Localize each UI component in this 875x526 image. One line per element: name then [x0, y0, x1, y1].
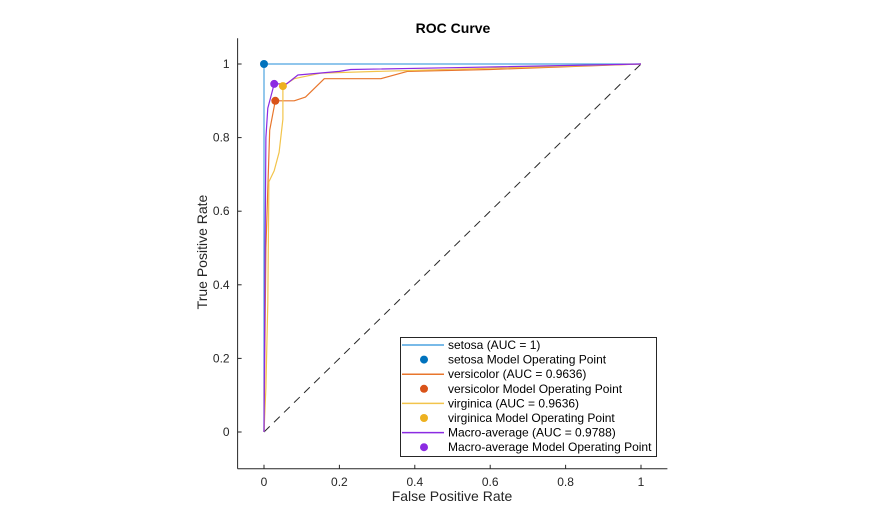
x-ticks: 0 0.2 0.4 0.6 0.8 1	[261, 464, 645, 489]
setosa-operating-point-legend-label: setosa Model Operating Point	[448, 353, 607, 367]
macro-average-legend-marker	[420, 443, 428, 452]
y-ticks: 0 0.2 0.4 0.6 0.8 1	[213, 57, 242, 439]
versicolor-operating-point-legend-label: versicolor Model Operating Point	[448, 382, 623, 396]
x-tick-label: 0.8	[557, 475, 574, 489]
setosa-legend-marker	[420, 355, 428, 364]
versicolor-roc-curve	[263, 63, 642, 433]
y-tick-label: 1	[223, 57, 230, 71]
versicolor-legend-label: versicolor (AUC = 0.9636)	[448, 367, 586, 381]
x-axis-title: False Positive Rate	[392, 488, 513, 504]
legend: setosa (AUC = 1)setosa Model Operating P…	[400, 337, 657, 457]
chart-title: ROC Curve	[416, 20, 491, 36]
macro-average-roc-curve	[263, 63, 642, 433]
y-axis-title: True Positive Rate	[194, 194, 210, 309]
setosa-operating-point	[260, 60, 268, 68]
y-tick-label: 0.2	[213, 351, 230, 365]
plot-area: 0 0.2 0.4 0.6 0.8 1 0 0.2 0.4 0.6 0.8 1	[213, 38, 668, 489]
y-tick-label: 0.4	[213, 278, 230, 292]
macro-average-operating-point	[270, 79, 279, 88]
operating-points	[260, 60, 287, 105]
x-tick-label: 1	[638, 475, 645, 489]
y-tick-label: 0.6	[213, 204, 230, 218]
versicolor-operating-point	[271, 96, 280, 105]
setosa-legend-label: setosa (AUC = 1)	[448, 338, 540, 352]
virginica-legend-marker	[420, 414, 428, 422]
y-tick-label: 0.8	[213, 131, 230, 145]
chance-reference-line	[263, 63, 642, 433]
x-tick-label: 0.2	[331, 475, 348, 489]
roc-curves	[263, 63, 642, 433]
virginica-roc-curve	[263, 63, 642, 433]
macro-average-operating-point-legend-label: Macro-average Model Operating Point	[448, 440, 652, 454]
legend-box	[400, 337, 657, 457]
virginica-legend-label: virginica (AUC = 0.9636)	[448, 396, 579, 410]
x-tick-label: 0.6	[482, 475, 499, 489]
virginica-operating-point	[278, 82, 287, 91]
virginica-operating-point-legend-label: virginica Model Operating Point	[448, 411, 615, 425]
x-tick-label: 0	[261, 475, 268, 489]
y-tick-label: 0	[223, 425, 230, 439]
x-tick-label: 0.4	[406, 475, 423, 489]
versicolor-legend-marker	[420, 384, 428, 393]
macro-average-legend-label: Macro-average (AUC = 0.9788)	[448, 426, 616, 440]
